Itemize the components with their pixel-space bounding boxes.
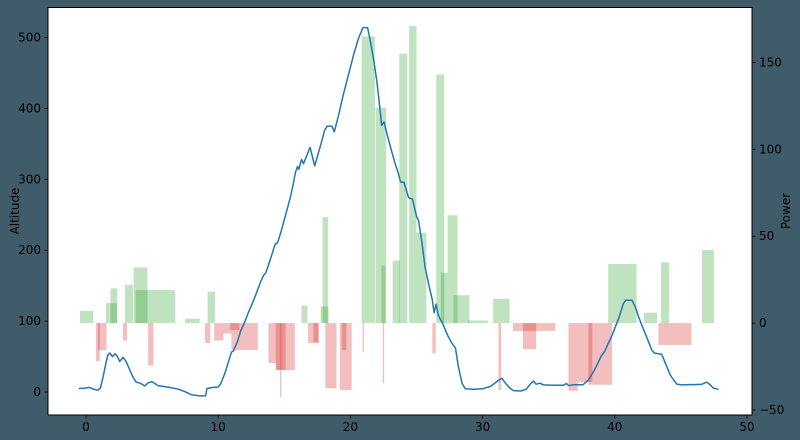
- power-bar-negative: [97, 323, 107, 351]
- power-bar-negative: [280, 323, 282, 397]
- power-bar-positive: [185, 318, 200, 324]
- altitude-tick-label: 400: [18, 101, 41, 115]
- power-bar-negative: [308, 323, 319, 344]
- power-bar-negative: [658, 323, 692, 345]
- power-bar-negative: [95, 323, 100, 362]
- power-tick-label: −50: [759, 403, 784, 417]
- power-bar-positive: [416, 232, 427, 324]
- power-bar-negative: [204, 323, 211, 344]
- power-bar-negative: [362, 323, 365, 352]
- power-bar-negative: [223, 323, 232, 334]
- power-tick-label: 50: [759, 229, 774, 243]
- power-tick-label: 150: [759, 55, 782, 69]
- x-tick-label: 10: [211, 420, 226, 434]
- x-tick-label: 0: [82, 420, 90, 434]
- power-bar-negative: [325, 323, 337, 389]
- power-bar-positive: [409, 25, 417, 324]
- power-bar-positive: [124, 284, 133, 324]
- power-bar-positive: [447, 215, 458, 324]
- x-tick-label: 30: [475, 420, 490, 434]
- altitude-line: [78, 26, 719, 397]
- power-bar-positive: [468, 320, 488, 324]
- power-bar-positive: [399, 53, 408, 324]
- power-bar-negative: [230, 323, 240, 331]
- altitude-tick-label: 300: [18, 172, 41, 186]
- plot-spines: [47, 7, 753, 416]
- power-bar-positive: [135, 290, 176, 324]
- power-bar-positive: [133, 267, 148, 324]
- power-bar-positive: [436, 74, 445, 324]
- power-bar-positive: [440, 272, 448, 324]
- power-bar-positive: [643, 312, 658, 324]
- power-bar-positive: [608, 263, 637, 324]
- power-bar-negative: [123, 323, 127, 341]
- power-bar-negative: [313, 323, 319, 343]
- power-bar-positive: [493, 298, 510, 324]
- x-tick-label: 50: [739, 420, 754, 434]
- power-bar-negative: [148, 323, 154, 366]
- power-bar-negative: [276, 323, 295, 370]
- power-bar-positive: [392, 260, 400, 324]
- x-tick-label: 40: [607, 420, 622, 434]
- power-bar-positive: [320, 306, 329, 324]
- power-bar-negative: [432, 323, 436, 354]
- power-bar-negative: [268, 323, 277, 364]
- power-bar-negative: [522, 323, 537, 350]
- altitude-tick-label: 0: [33, 385, 41, 399]
- power-bar-negative: [498, 323, 502, 390]
- power-tick-label: 100: [759, 142, 782, 156]
- power-bar-positive: [110, 288, 118, 324]
- power-bar-positive: [702, 250, 714, 324]
- power-bar-negative: [382, 323, 385, 384]
- altitude-tick-label: 100: [18, 314, 41, 328]
- power-bar-negative: [577, 323, 593, 383]
- altitude-tick-label: 500: [18, 30, 41, 44]
- power-bar-positive: [105, 303, 118, 324]
- power-bar-positive: [375, 107, 387, 324]
- power-bar-negative: [275, 323, 286, 370]
- power-bar-positive: [453, 295, 470, 324]
- x-tick-label: 20: [343, 420, 358, 434]
- power-bar-negative: [339, 323, 352, 390]
- power-bar-positive: [301, 305, 308, 324]
- power-bar-positive: [80, 310, 94, 324]
- power-bar-negative: [341, 323, 347, 351]
- power-bar-positive: [381, 265, 386, 324]
- plot-area: [48, 7, 752, 415]
- power-bar-positive: [361, 36, 375, 324]
- power-bar-negative: [512, 323, 556, 331]
- power-tick-label: 0: [759, 316, 767, 330]
- altitude-tick-label: 200: [18, 243, 41, 257]
- power-bar-negative: [214, 323, 224, 341]
- power-bar-positive: [322, 217, 328, 324]
- power-bar-positive: [207, 291, 215, 324]
- power-bar-negative: [568, 323, 578, 391]
- power-bar-positive: [661, 262, 669, 324]
